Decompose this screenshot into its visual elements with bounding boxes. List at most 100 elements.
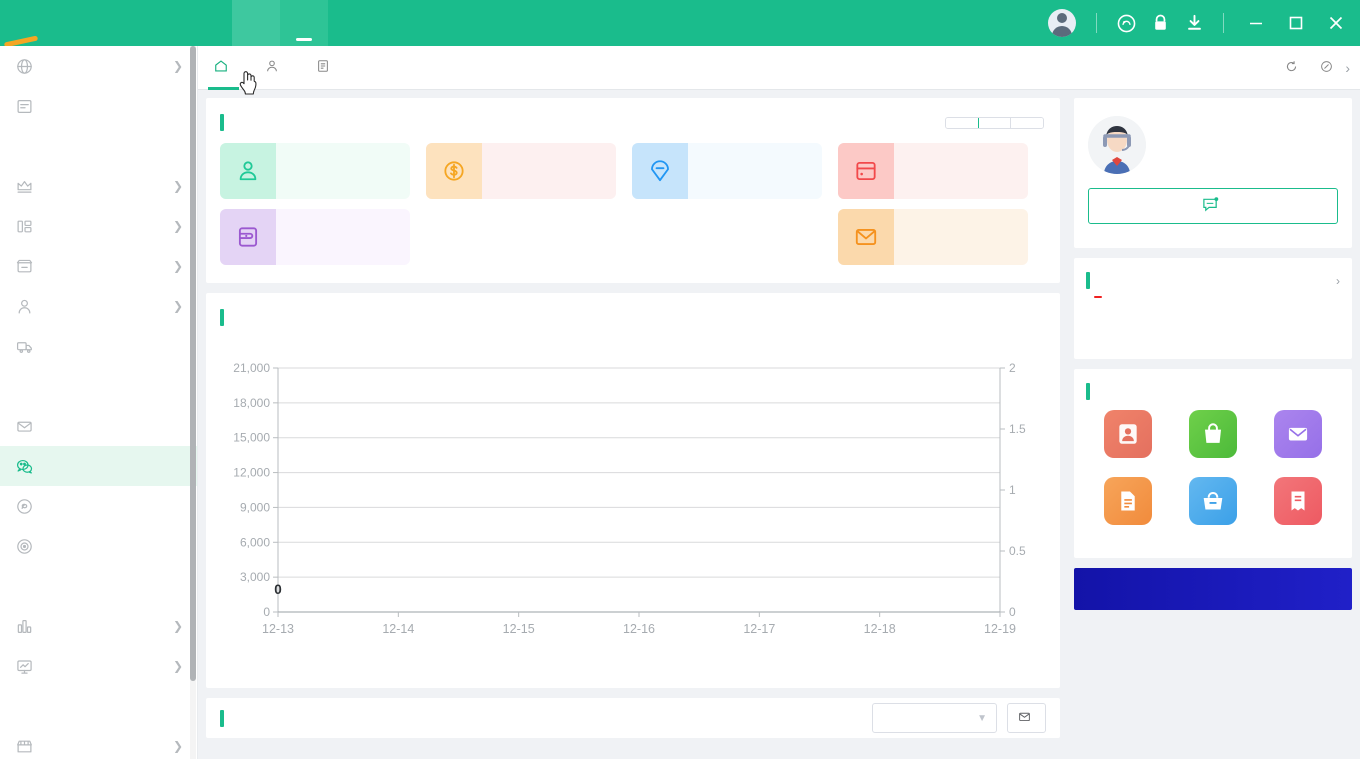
y-axis-right-tick: 1 — [1009, 483, 1016, 497]
stat-tile-1[interactable] — [426, 143, 616, 199]
system-notice-card: › — [1074, 258, 1352, 359]
chevron-right-icon: ❯ — [172, 179, 183, 193]
sidebar-item-5[interactable]: ❯ — [0, 246, 197, 286]
stat-tile-2[interactable] — [632, 143, 822, 199]
service-avatar-icon — [1088, 116, 1146, 174]
maximize-icon[interactable] — [1276, 0, 1316, 46]
chevron-right-icon: ❯ — [172, 259, 183, 273]
title-accent-bar — [1086, 272, 1090, 289]
chevron-right-icon: ❯ — [172, 619, 183, 633]
minimize-icon[interactable] — [1236, 0, 1276, 46]
x-axis-tick: 12-19 — [984, 622, 1016, 636]
notice-row[interactable] — [1086, 333, 1340, 347]
page-action-button[interactable]: › — [1320, 60, 1350, 76]
chevron-right-icon: ❯ — [172, 659, 183, 673]
x-axis-tick: 12-16 — [623, 622, 655, 636]
headset-icon[interactable] — [1109, 0, 1143, 46]
sidebar-group-13 — [0, 566, 197, 606]
sidebar-item-4[interactable]: ❯ — [0, 206, 197, 246]
y-axis-left-tick: 9,000 — [240, 500, 270, 514]
home-icon — [214, 59, 228, 76]
quick-menu-item-3[interactable] — [1086, 477, 1171, 532]
stat-tile-5[interactable] — [838, 209, 1028, 265]
quick-menu-header — [1086, 383, 1340, 400]
refresh-icon — [1285, 60, 1298, 76]
sidebar-item-3[interactable]: ❯ — [0, 166, 197, 206]
basic-stats-header — [206, 98, 1060, 131]
quick-menu-item-5[interactable] — [1255, 477, 1340, 532]
tab-member-list[interactable] — [300, 46, 351, 90]
chevron-right-icon: ❯ — [172, 59, 183, 73]
quick-menu-grid — [1086, 410, 1340, 544]
period-7days[interactable] — [978, 117, 1011, 128]
sidebar-item-9[interactable] — [0, 406, 197, 446]
reminder-period-select[interactable]: ▼ — [872, 703, 997, 733]
title-accent-bar — [220, 709, 224, 727]
stat-tile-3[interactable] — [838, 143, 1028, 199]
quick-menu-card — [1074, 369, 1352, 558]
period-30days[interactable] — [1011, 117, 1043, 128]
top-nav-backend[interactable] — [280, 0, 328, 46]
sidebar-item-12[interactable] — [0, 526, 197, 566]
globe-icon — [14, 56, 34, 76]
weekly-chart[interactable]: 0 3,000 6,000 9,000 12,000 15,000 18,000 21,000… — [206, 336, 1060, 688]
tab-member-info[interactable] — [249, 46, 300, 90]
close-icon[interactable] — [1316, 0, 1356, 46]
title-accent-bar — [1086, 383, 1090, 400]
refresh-button[interactable] — [1285, 60, 1302, 76]
sidebar-item-17[interactable]: ❯ — [0, 726, 197, 759]
sidebar-item-15[interactable]: ❯ — [0, 646, 197, 686]
notice-more-button[interactable]: › — [1336, 273, 1340, 288]
sidebar-scrollbar-thumb[interactable] — [190, 46, 196, 681]
top-nav-cashier[interactable] — [232, 0, 280, 46]
download-icon[interactable] — [1177, 0, 1211, 46]
goods-icon — [14, 216, 34, 236]
contact-service-button[interactable] — [1088, 188, 1338, 224]
sidebar-item-14[interactable]: ❯ — [0, 606, 197, 646]
right-column: › — [1074, 98, 1352, 610]
notice-row[interactable] — [1086, 289, 1340, 305]
title-accent-bar — [220, 309, 224, 326]
period-today[interactable] — [946, 117, 979, 128]
x-axis-tick: 12-13 — [262, 622, 294, 636]
coupon-icon — [1273, 477, 1322, 525]
tab-bar-actions: › — [1285, 60, 1360, 76]
divider — [1223, 13, 1224, 33]
stat-tile-4[interactable] — [220, 209, 410, 265]
y-axis-left-tick: 6,000 — [240, 535, 270, 549]
sidebar-item-0[interactable]: ❯ — [0, 46, 197, 86]
weekly-chart-header — [206, 293, 1060, 326]
y-axis-right-tick: 2 — [1009, 361, 1016, 375]
sidebar-item-10[interactable] — [0, 446, 197, 486]
sidebar-item-11[interactable] — [0, 486, 197, 526]
miniapp-icon — [14, 496, 34, 516]
tab-home[interactable] — [198, 46, 249, 90]
box-icon — [14, 256, 34, 276]
sidebar-item-6[interactable]: ❯ — [0, 286, 197, 326]
quick-menu-item-0[interactable] — [1086, 410, 1171, 465]
list-icon — [316, 59, 330, 76]
quick-menu-item-1[interactable] — [1171, 410, 1256, 465]
send-sms-button[interactable] — [1007, 703, 1046, 733]
sidebar-group-16 — [0, 686, 197, 726]
member-icon — [265, 59, 279, 76]
user-info[interactable] — [1048, 9, 1084, 37]
weekly-chart-card: 0 3,000 6,000 9,000 12,000 15,000 18,000 21,000… — [206, 293, 1060, 688]
notice-row[interactable] — [1086, 319, 1340, 333]
lock-icon[interactable] — [1143, 0, 1177, 46]
stat-tile-0[interactable] — [220, 143, 410, 199]
store-icon — [14, 736, 34, 756]
service-card — [1074, 98, 1352, 248]
sidebar-item-7[interactable] — [0, 326, 197, 366]
bar-value-label: 0 — [274, 582, 282, 597]
truck-icon — [14, 336, 34, 356]
promo-banner[interactable] — [1074, 568, 1352, 610]
envelope-icon — [1273, 410, 1322, 458]
y-axis-left-tick: 3,000 — [240, 570, 270, 584]
task-icon — [14, 96, 34, 116]
notice-row[interactable] — [1086, 305, 1340, 319]
system-notice-header: › — [1086, 272, 1340, 289]
quick-menu-item-2[interactable] — [1255, 410, 1340, 465]
quick-menu-item-4[interactable] — [1171, 477, 1256, 532]
sidebar-item-1[interactable] — [0, 86, 197, 126]
